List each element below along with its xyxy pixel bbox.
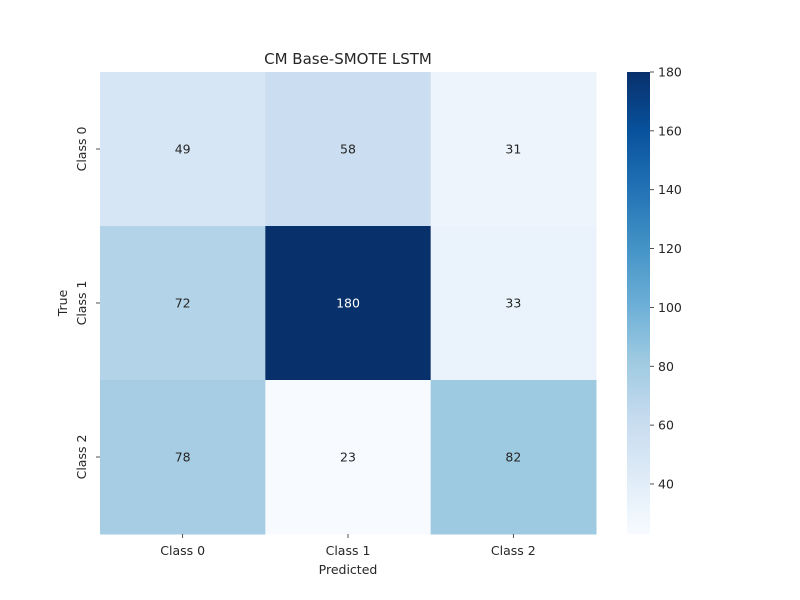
heatmap-cells (100, 72, 597, 535)
colorbar-tick-label: 60 (658, 418, 674, 433)
y-tick-label: Class 1 (74, 281, 89, 326)
heatmap-cell (430, 72, 597, 227)
heatmap-cell (430, 226, 597, 381)
colorbar-tick-label: 80 (658, 359, 674, 374)
x-tick-label: Class 2 (491, 543, 536, 558)
heatmap-cell (265, 226, 432, 381)
x-axis-label: Predicted (319, 562, 378, 577)
x-tick-labels: Class 0 Class 1 Class 2 (160, 534, 536, 558)
heatmap-cell (100, 72, 266, 227)
chart-title: CM Base-SMOTE LSTM (264, 50, 432, 68)
heatmap-cell (100, 380, 266, 535)
y-axis-label: True (55, 289, 70, 317)
heatmap-cell (265, 72, 432, 227)
cell-value-label: 49 (175, 142, 191, 157)
colorbar (627, 72, 650, 534)
colorbar-tick-label: 120 (658, 241, 682, 256)
cell-value-label: 31 (505, 142, 521, 157)
y-tick-labels: Class 0 Class 1 Class 2 (74, 127, 100, 480)
cell-value-label: 33 (505, 296, 521, 311)
heatmap-cell (100, 226, 266, 381)
heatmap-cell-labels: 49 58 31 72 180 33 78 23 82 (175, 142, 522, 465)
x-tick-label: Class 1 (326, 543, 371, 558)
y-tick-label: Class 0 (74, 127, 89, 172)
cell-value-label: 78 (175, 450, 191, 465)
x-tick-label: Class 0 (160, 543, 205, 558)
cell-value-label: 23 (340, 450, 356, 465)
colorbar-tick-label: 40 (658, 476, 674, 491)
heatmap-cell (265, 380, 432, 535)
cell-value-label: 180 (336, 296, 360, 311)
colorbar-tick-label: 180 (658, 65, 682, 80)
cell-value-label: 58 (340, 142, 356, 157)
cell-value-label: 72 (175, 296, 191, 311)
colorbar-tick-label: 160 (658, 123, 682, 138)
y-tick-label: Class 2 (74, 435, 89, 480)
colorbar-tick-label: 100 (658, 300, 682, 315)
cell-value-label: 82 (505, 450, 521, 465)
colorbar-tick-label: 140 (658, 182, 682, 197)
heatmap-cell (430, 380, 597, 535)
colorbar-ticks: 40 60 80 100 120 140 160 180 (650, 65, 682, 491)
